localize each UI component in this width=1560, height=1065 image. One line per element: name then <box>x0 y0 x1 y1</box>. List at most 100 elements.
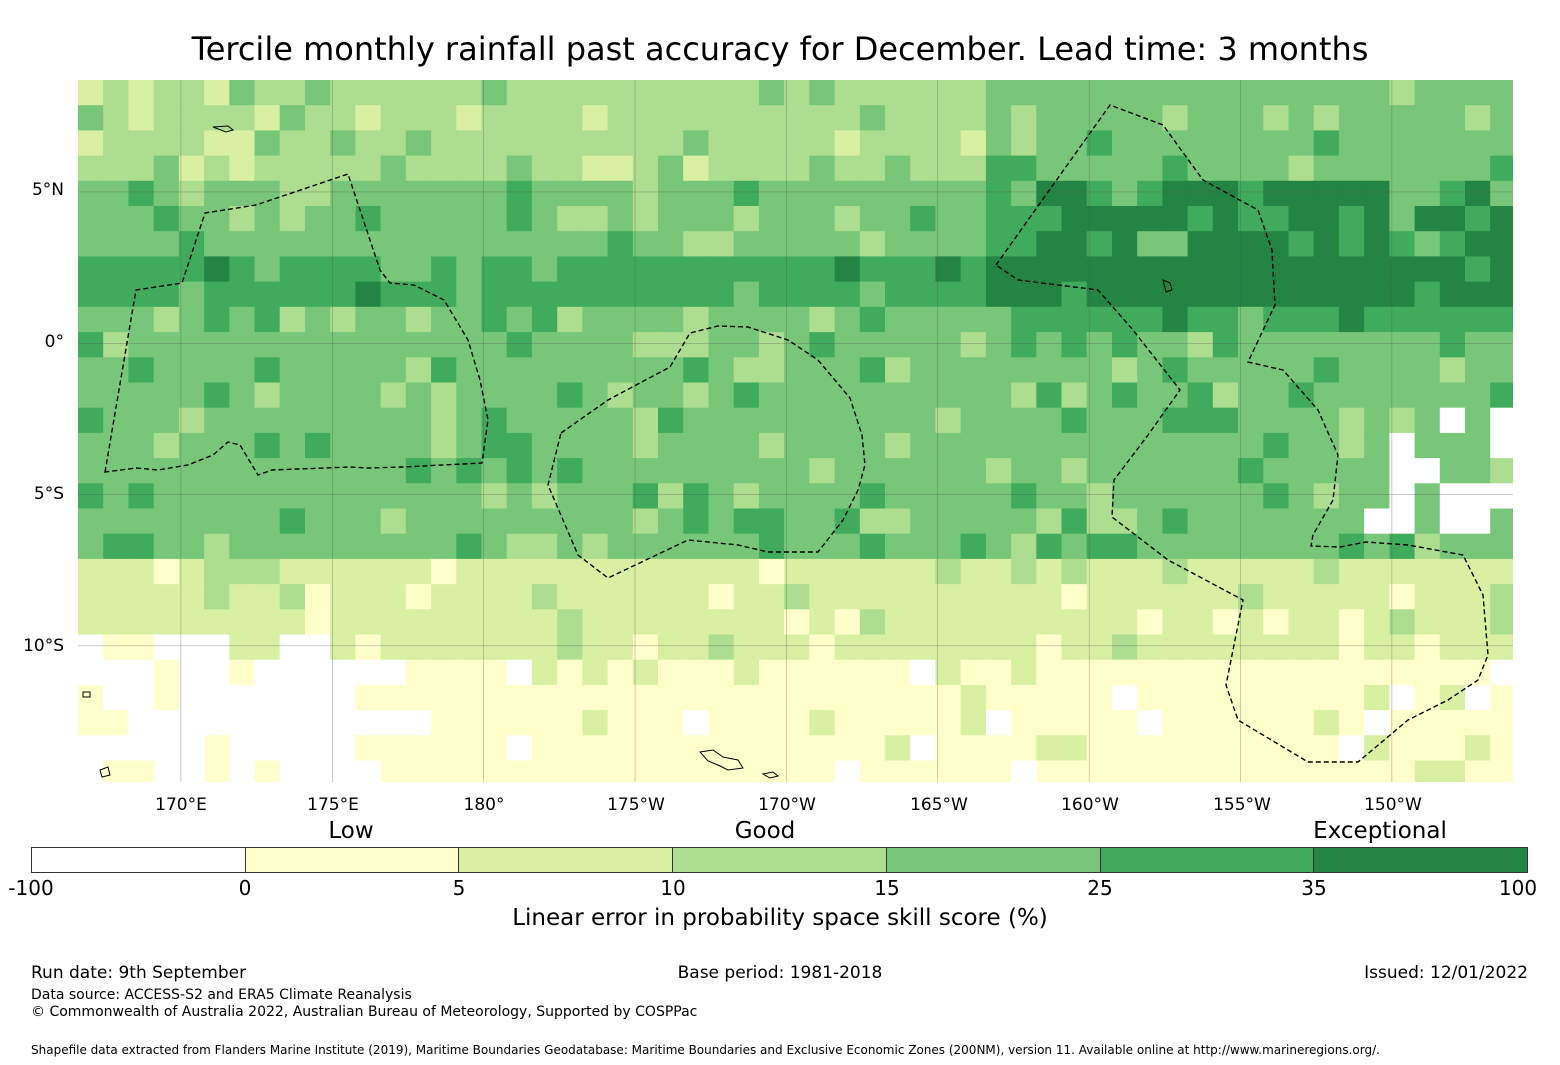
grid-cell <box>531 306 558 333</box>
grid-cell <box>103 80 129 106</box>
grid-cell <box>758 508 785 535</box>
grid-cell <box>658 180 684 207</box>
grid-cell <box>1011 533 1037 560</box>
grid-cell <box>809 281 836 308</box>
grid-cell <box>935 659 962 686</box>
grid-cell <box>229 508 256 535</box>
grid-cell <box>305 710 331 736</box>
grid-cell <box>456 684 483 711</box>
grid-cell <box>1036 533 1063 560</box>
grid-cell <box>229 80 256 106</box>
grid-cell <box>632 684 659 711</box>
grid-cell <box>708 609 735 636</box>
grid-cell <box>1288 584 1315 610</box>
grid-cell <box>985 634 1012 661</box>
grid-cell <box>128 634 155 661</box>
grid-cell <box>330 659 356 686</box>
grid-cell <box>834 533 861 560</box>
grid-cell <box>910 508 936 535</box>
grid-cell <box>481 382 508 409</box>
grid-cell <box>78 483 104 510</box>
grid-cell <box>658 735 684 762</box>
grid-cell <box>733 382 760 409</box>
grid-cell <box>557 432 583 459</box>
grid-cell <box>254 231 281 257</box>
grid-cell <box>506 760 533 782</box>
lat-label-5s: 5°S <box>33 484 64 504</box>
grid-cell <box>1389 458 1416 484</box>
grid-cell <box>1389 155 1416 182</box>
grid-cell <box>103 483 129 510</box>
grid-cell <box>784 760 810 782</box>
grid-cell <box>1288 407 1315 434</box>
grid-cell <box>1490 80 1513 106</box>
grid-cell <box>531 508 558 535</box>
grid-cell <box>1162 206 1189 232</box>
grid-cell <box>885 357 911 384</box>
grid-cell <box>658 80 684 106</box>
grid-cell <box>607 256 634 283</box>
grid-cell <box>1414 432 1441 459</box>
grid-cell <box>632 407 659 434</box>
grid-cell <box>456 281 483 308</box>
grid-cell <box>1263 684 1290 711</box>
grid-cell <box>1288 735 1315 762</box>
grid-cell <box>1313 357 1340 384</box>
grid-cell <box>1389 206 1416 232</box>
grid-cell <box>557 558 583 585</box>
grid-cell <box>78 155 104 182</box>
grid-cell <box>78 332 104 358</box>
grid-cell <box>456 584 483 610</box>
grid-cell <box>733 256 760 283</box>
grid-cell <box>1187 306 1214 333</box>
grid-cell <box>985 332 1012 358</box>
grid-cell <box>1061 432 1088 459</box>
grid-cell <box>506 508 533 535</box>
grid-cell <box>683 180 709 207</box>
grid-cell <box>910 659 936 686</box>
grid-cell <box>809 180 836 207</box>
grid-cell <box>582 760 609 782</box>
grid-cell <box>1061 155 1088 182</box>
grid-cell <box>758 533 785 560</box>
grid-cell <box>910 407 936 434</box>
grid-cell <box>481 508 508 535</box>
grid-cell <box>1263 357 1290 384</box>
grid-cell <box>1313 130 1340 157</box>
grid-cell <box>1465 231 1491 257</box>
grid-cell <box>1036 710 1063 736</box>
grid-cell <box>960 684 987 711</box>
grid-cell <box>1465 483 1491 510</box>
grid-cell <box>1011 105 1037 131</box>
grid-cell <box>1112 584 1138 610</box>
grid-cell <box>733 80 760 106</box>
grid-cell <box>557 357 583 384</box>
grid-cell <box>1414 332 1441 358</box>
grid-cell <box>885 558 911 585</box>
grid-cell <box>935 735 962 762</box>
grid-cell <box>1011 332 1037 358</box>
grid-cell <box>1086 584 1113 610</box>
grid-cell <box>733 155 760 182</box>
grid-cell <box>632 105 659 131</box>
grid-cell <box>456 458 483 484</box>
grid-cell <box>758 80 785 106</box>
grid-cell <box>834 130 861 157</box>
grid-cell <box>935 206 962 232</box>
grid-cell <box>784 609 810 636</box>
grid-cell <box>758 206 785 232</box>
grid-cell <box>1490 306 1513 333</box>
grid-cell <box>910 130 936 157</box>
grid-cell <box>204 130 230 157</box>
grid-cell <box>1288 130 1315 157</box>
grid-cell <box>456 609 483 636</box>
grid-cell <box>380 432 407 459</box>
grid-cell <box>1137 684 1163 711</box>
grid-cell <box>632 306 659 333</box>
grid-cell <box>733 584 760 610</box>
grid-cell <box>557 256 583 283</box>
grid-cell <box>809 735 836 762</box>
grid-cell <box>1011 735 1037 762</box>
grid-cell <box>935 407 962 434</box>
grid-cell <box>279 231 306 257</box>
